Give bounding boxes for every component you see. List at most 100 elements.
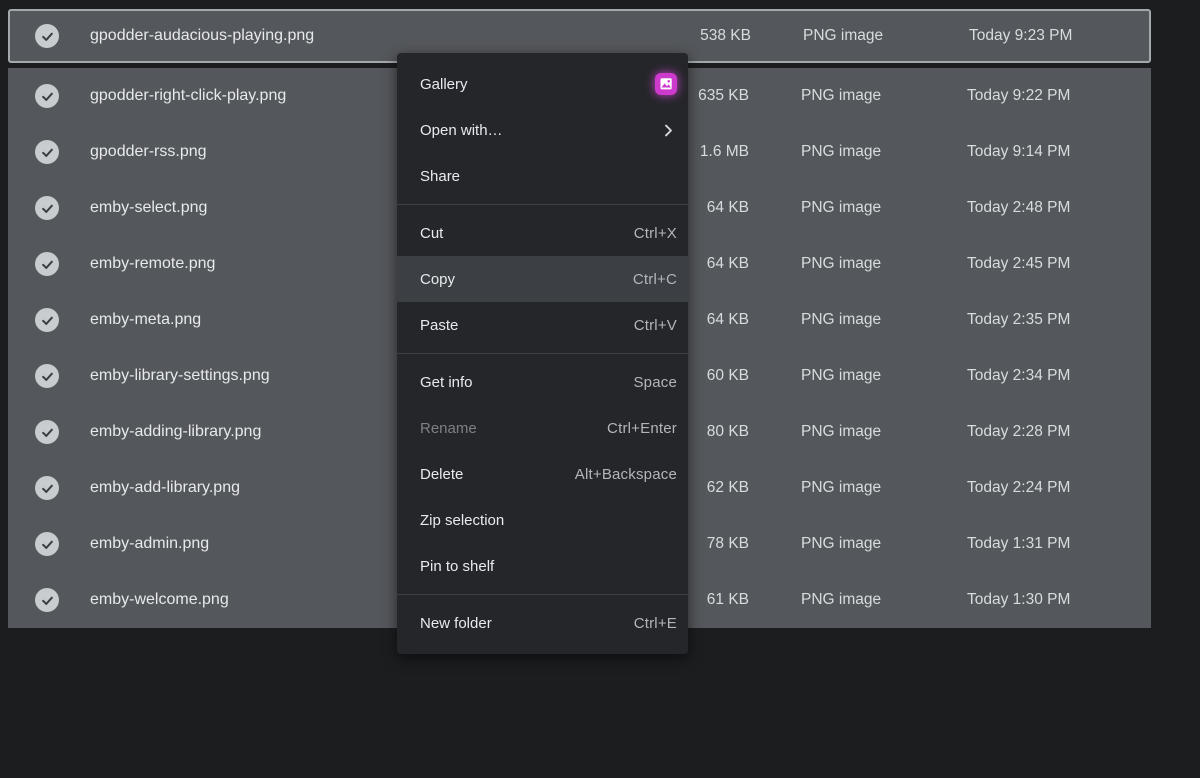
file-date: Today 2:35 PM <box>967 311 1071 328</box>
menu-item-label: Zip selection <box>420 511 505 529</box>
menu-item-label: Get info <box>420 373 473 391</box>
menu-item-trailing: Ctrl+E <box>634 615 677 632</box>
menu-item-shortcut: Alt+Backspace <box>574 465 677 483</box>
menu-divider <box>397 353 688 354</box>
menu-item-shortcut: Space <box>633 373 677 391</box>
menu-divider <box>397 594 688 595</box>
menu-item-label: Open with… <box>420 121 503 139</box>
file-name: emby-add-library.png <box>90 479 240 496</box>
file-name: emby-library-settings.png <box>90 367 270 384</box>
file-name: gpodder-audacious-playing.png <box>90 27 315 44</box>
menu-item-trailing: Ctrl+Enter <box>607 420 677 437</box>
check-circle-icon[interactable] <box>35 308 59 332</box>
menu-divider <box>397 204 688 205</box>
menu-item[interactable]: Copy Ctrl+C <box>397 256 688 302</box>
file-type: PNG image <box>801 311 882 328</box>
menu-item[interactable]: Paste Ctrl+V <box>397 302 688 348</box>
menu-item-trailing: Ctrl+X <box>634 225 677 242</box>
file-size: 64 KB <box>706 255 749 272</box>
check-circle-icon[interactable] <box>35 420 59 444</box>
menu-item-label: New folder <box>420 614 492 632</box>
gallery-app-icon <box>655 73 677 95</box>
menu-item[interactable]: New folder Ctrl+E <box>397 600 688 646</box>
file-type: PNG image <box>801 367 882 384</box>
menu-item-shortcut: Ctrl+C <box>632 270 677 288</box>
file-date: Today 2:45 PM <box>967 255 1071 272</box>
menu-item-trailing <box>660 122 677 139</box>
file-type: PNG image <box>801 255 882 272</box>
file-date: Today 9:22 PM <box>967 87 1071 104</box>
file-name: emby-admin.png <box>90 535 210 552</box>
file-date: Today 2:34 PM <box>967 367 1071 384</box>
file-date: Today 2:48 PM <box>967 199 1071 216</box>
file-size: 60 KB <box>706 367 749 384</box>
check-circle-icon[interactable] <box>35 252 59 276</box>
check-circle-icon[interactable] <box>35 140 59 164</box>
menu-item-label: Delete <box>420 465 464 483</box>
menu-item-shortcut: Ctrl+E <box>633 614 677 632</box>
file-name: emby-remote.png <box>90 255 216 272</box>
file-date: Today 9:14 PM <box>967 143 1071 160</box>
file-name: emby-adding-library.png <box>90 423 262 440</box>
menu-item-label: Paste <box>420 316 459 334</box>
menu-item-trailing: Space <box>633 374 677 391</box>
context-menu: Gallery Open with… <box>397 53 688 654</box>
menu-item-shortcut: Ctrl+Enter <box>607 419 677 437</box>
file-date: Today 9:23 PM <box>969 27 1073 44</box>
file-type: PNG image <box>801 423 882 440</box>
menu-item-trailing: Ctrl+V <box>634 317 677 334</box>
check-circle-icon[interactable] <box>35 588 59 612</box>
file-name: emby-meta.png <box>90 311 202 328</box>
menu-item[interactable]: Rename Ctrl+Enter <box>397 405 688 451</box>
file-date: Today 2:24 PM <box>967 479 1071 496</box>
menu-item[interactable]: Gallery <box>397 61 688 107</box>
file-type: PNG image <box>801 199 882 216</box>
menu-item-label: Cut <box>420 224 444 242</box>
file-type: PNG image <box>801 479 882 496</box>
file-size: 61 KB <box>706 591 749 608</box>
menu-item-label: Share <box>420 167 461 185</box>
file-name: emby-select.png <box>90 199 208 216</box>
menu-item-label: Pin to shelf <box>420 557 495 575</box>
menu-item-trailing <box>655 73 677 95</box>
check-circle-icon[interactable] <box>35 532 59 556</box>
menu-item-label: Rename <box>420 419 477 437</box>
file-size: 62 KB <box>706 479 749 496</box>
menu-item-shortcut: Ctrl+V <box>633 316 677 334</box>
menu-item-label: Gallery <box>420 75 468 93</box>
menu-item[interactable]: Delete Alt+Backspace <box>397 451 688 497</box>
menu-item[interactable]: Pin to shelf <box>397 543 688 589</box>
file-type: PNG image <box>801 591 882 608</box>
file-list: gpodder-audacious-playing.png 538 KB PNG… <box>8 9 1151 628</box>
file-date: Today 1:31 PM <box>967 535 1071 552</box>
menu-item[interactable]: Share <box>397 153 688 199</box>
file-size: 64 KB <box>706 311 749 328</box>
menu-item[interactable]: Get info Space <box>397 359 688 405</box>
file-type: PNG image <box>801 535 882 552</box>
chevron-right-icon <box>660 122 677 139</box>
menu-item-trailing: Ctrl+C <box>633 271 677 288</box>
file-date: Today 2:28 PM <box>967 423 1071 440</box>
menu-item[interactable]: Open with… <box>397 107 688 153</box>
file-date: Today 1:30 PM <box>967 591 1071 608</box>
file-size: 80 KB <box>706 423 749 440</box>
menu-item-trailing: Alt+Backspace <box>575 466 677 483</box>
file-type: PNG image <box>801 87 882 104</box>
file-name: gpodder-right-click-play.png <box>90 87 287 104</box>
check-circle-icon[interactable] <box>35 476 59 500</box>
menu-item[interactable]: Cut Ctrl+X <box>397 210 688 256</box>
check-circle-icon[interactable] <box>35 84 59 108</box>
check-circle-icon[interactable] <box>35 24 59 48</box>
menu-item-shortcut: Ctrl+X <box>633 224 677 242</box>
file-name: emby-welcome.png <box>90 591 229 608</box>
file-size: 1.6 MB <box>699 143 749 160</box>
file-size: 64 KB <box>706 199 749 216</box>
file-size: 635 KB <box>698 87 749 104</box>
file-type: PNG image <box>801 143 882 160</box>
menu-item[interactable]: Zip selection <box>397 497 688 543</box>
file-size: 538 KB <box>700 27 751 44</box>
check-circle-icon[interactable] <box>35 196 59 220</box>
check-circle-icon[interactable] <box>35 364 59 388</box>
file-name: gpodder-rss.png <box>90 143 207 160</box>
